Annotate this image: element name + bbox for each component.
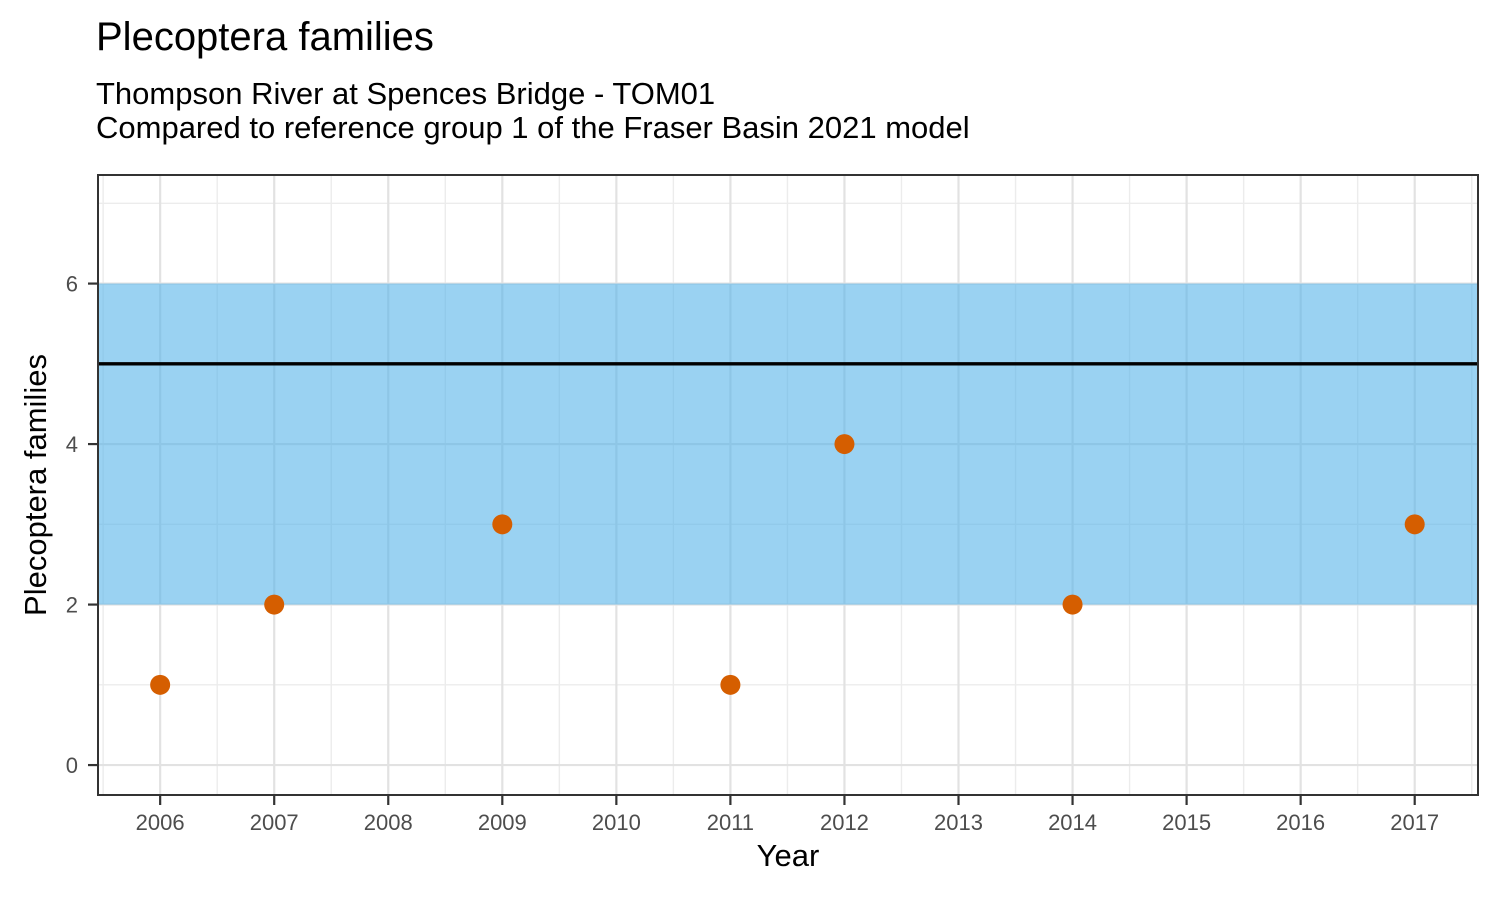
data-point [720,674,741,695]
x-axis-tick-label: 2014 [1048,810,1097,835]
y-axis-tick-label: 4 [66,432,78,457]
x-axis-title: Year [756,838,820,873]
x-axis-tick-label: 2015 [1162,810,1211,835]
x-axis-tick-label: 2016 [1276,810,1325,835]
data-point [492,514,513,535]
x-axis-tick-label: 2007 [250,810,299,835]
x-axis-tick-label: 2017 [1390,810,1439,835]
data-point [1404,514,1425,535]
data-point [150,674,171,695]
data-point [834,434,855,455]
chart-subtitle-line2: Compared to reference group 1 of the Fra… [96,110,970,145]
data-point [1062,594,1083,615]
y-axis-title: Plecoptera families [18,354,53,616]
x-axis-tick-label: 2011 [707,810,754,835]
chart-subtitle-line1: Thompson River at Spences Bridge - TOM01 [96,76,716,111]
panel-border [97,174,1479,796]
reference-band [98,283,1478,605]
y-axis-tick-label: 0 [66,753,78,778]
chart-title: Plecoptera families [96,15,434,59]
x-axis-tick-label: 2008 [364,810,413,835]
data-point [264,594,285,615]
x-axis-tick-label: 2012 [820,810,869,835]
x-axis-tick-label: 2013 [934,810,983,835]
x-axis-tick-label: 2010 [592,810,641,835]
y-axis-tick-label: 6 [66,272,78,297]
chart-subtitle: Thompson River at Spences Bridge - TOM01… [96,77,970,145]
x-axis-tick-label: 2006 [136,810,185,835]
y-axis-tick-label: 2 [66,593,78,618]
x-axis-tick-label: 2009 [478,810,527,835]
